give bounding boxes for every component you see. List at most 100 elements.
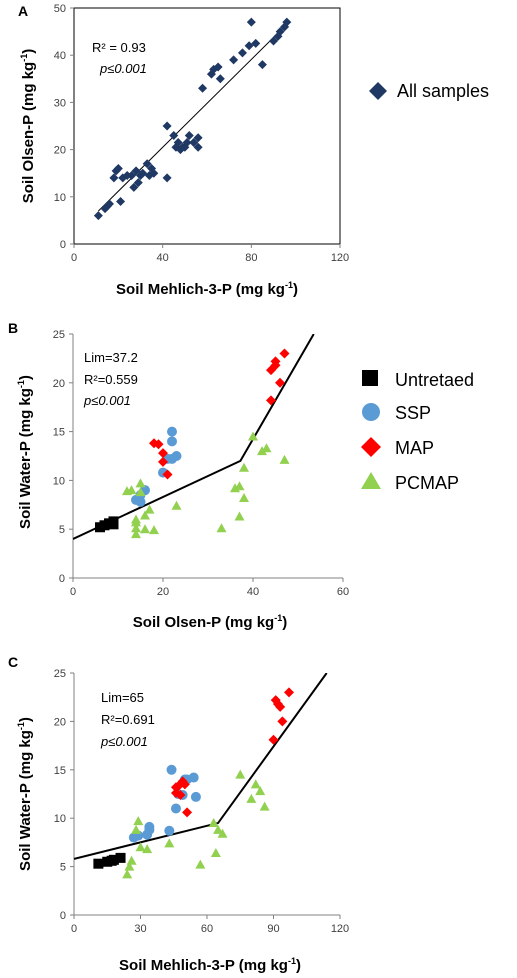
panel-a-y-tick-label: 40 [54, 50, 66, 62]
panel-b-y-tick-label: 0 [59, 573, 65, 585]
panel-b-x-tick-label: 60 [337, 586, 349, 598]
panel-c-pcmap-point [131, 824, 142, 834]
panel-b-map-point [162, 469, 173, 480]
panel-a-xlabel: Soil Mehlich-3-P (mg kg-1) [116, 280, 298, 298]
panel-c-pcmap-point [255, 786, 266, 796]
panel-a-p: p≤0.001 [99, 61, 147, 76]
panel-c-pcmap-point [246, 793, 257, 803]
panel-c-pcmap-point [164, 838, 175, 848]
panel-c-untretaed-point [93, 858, 104, 869]
panel-a-all-samples-point [138, 168, 148, 178]
panel-b-fit-line-path [73, 334, 315, 540]
panel-b-points [95, 348, 290, 539]
panel-b-x-tick-label: 40 [247, 586, 259, 598]
panel-c-points [93, 687, 295, 879]
panel-b-untretaed-point [108, 519, 119, 530]
panel-a-all-samples-point [282, 17, 292, 27]
legend-all-samples-marker [369, 82, 387, 100]
panel-c-pcmap-point [122, 869, 133, 879]
panel-a-all-samples-point [104, 199, 114, 209]
panel-b-pcmap-point [239, 462, 249, 472]
panel-a-points [93, 17, 292, 221]
panel-b-ssp-point [171, 451, 182, 461]
panel-a-all-samples-point [269, 36, 278, 46]
panel-b-legend: Untretaed SSP MAP PCMAP [361, 370, 474, 493]
panel-a-y-tick-label: 10 [54, 192, 66, 204]
panel-a-all-samples-point [193, 142, 203, 152]
panel-a-all-samples-point [142, 159, 152, 169]
panel-c-map-point [182, 807, 193, 818]
panel-b-pcmap-point [216, 523, 227, 533]
panel-a-all-samples-point [93, 211, 103, 221]
panel-b-y-tick-label: 20 [53, 378, 65, 390]
panel-a-all-samples-point [237, 48, 247, 58]
panel-a-all-samples-point [193, 133, 203, 143]
panel-c-ssp-point [144, 821, 155, 832]
panel-b-map-point [153, 439, 164, 450]
panel-a-y-tick-label: 0 [60, 239, 66, 251]
panel-a-all-samples-point [215, 74, 225, 84]
panel-c-pcmap-point [124, 861, 135, 871]
panel-b-map-point [158, 448, 168, 459]
panel-c-pcmap-point [210, 848, 221, 858]
panel-c-ssp-point [166, 764, 177, 775]
panel-b-pcmap-point [248, 431, 258, 441]
panel-b-pcmap-point [171, 500, 182, 510]
panel-a-all-samples-point [127, 171, 137, 181]
panel-a-y-tick-label: 50 [54, 3, 66, 15]
panel-a-all-samples-point [251, 38, 261, 48]
panel-a-all-samples-point [213, 62, 223, 72]
panel-a-all-samples-point [184, 130, 194, 140]
panel-a-all-samples-point [244, 41, 254, 51]
panel-c-map-point [275, 701, 286, 712]
panel-a-ylabel: Soil Olsen-P (mg kg-1) [19, 49, 37, 203]
panel-a-all-samples-point [113, 163, 123, 173]
panel-a-all-samples-point [169, 130, 179, 140]
panel-b-map-point [275, 377, 285, 388]
panel-b-pcmap-point [131, 514, 141, 524]
panel-a-all-samples-point [133, 178, 143, 188]
panel-c-ssp-point [190, 791, 201, 802]
panel-a-all-samples-point [109, 173, 119, 183]
panel-c-y-tick-label: 25 [54, 668, 66, 680]
panel-b-map-point [158, 456, 168, 467]
panel-c-x-tick-label: 60 [201, 923, 213, 935]
panel-c-y-tick-label: 15 [54, 765, 66, 777]
legend-all-samples-label: All samples [397, 81, 489, 101]
panel-c-y-tick-label: 5 [60, 862, 66, 874]
panel-c-pcmap-point [235, 769, 246, 779]
panel-a-r2: R² = 0.93 [92, 40, 146, 55]
panel-a-letter: A [18, 3, 28, 19]
legend-untreated-marker [362, 370, 378, 386]
panel-b-y-tick-label: 10 [53, 475, 65, 487]
panel-a-all-samples-point [198, 83, 208, 93]
panel-b-pcmap-point [149, 525, 159, 535]
panel-a-all-samples-point [189, 138, 199, 148]
legend-ssp-marker [362, 403, 380, 421]
panel-c-letter: C [8, 654, 18, 670]
panel-a-all-samples-point [173, 138, 183, 148]
panel-a-x-tick-label: 80 [245, 252, 257, 264]
legend-pcmap-marker [361, 472, 381, 489]
panel-b-xlabel: Soil Olsen-P (mg kg-1) [133, 613, 287, 631]
panel-b-y-tick-label: 15 [53, 427, 65, 439]
panel-a-all-samples-point [229, 55, 239, 65]
panel-c-lim: Lim=65 [101, 690, 144, 705]
panel-c-ylabel: Soil Water-P (mg kg-1) [16, 717, 34, 871]
panel-c-pcmap-point [259, 801, 270, 811]
panel-c-x-tick-label: 0 [71, 923, 77, 935]
legend-ssp-label: SSP [395, 403, 431, 423]
panel-a-all-samples-point [131, 166, 141, 176]
panel-c-ticks: 0 30 60 90 120 0 5 10 15 20 25 [54, 668, 349, 935]
panel-b-x-tick-label: 20 [157, 586, 169, 598]
panel-b-lim: Lim=37.2 [84, 350, 138, 365]
panel-b-map-point [266, 395, 276, 406]
panel-c-y-tick-label: 20 [54, 716, 66, 728]
panel-c-x-tick-label: 30 [134, 923, 146, 935]
panel-a-all-samples-point [182, 138, 192, 148]
panel-c: C 0 30 60 90 120 0 5 10 15 20 25 Lim=65 R²=0.691 p… [8, 654, 349, 974]
panel-a-all-samples-point [275, 27, 285, 37]
panel-c-map-point [268, 734, 279, 745]
